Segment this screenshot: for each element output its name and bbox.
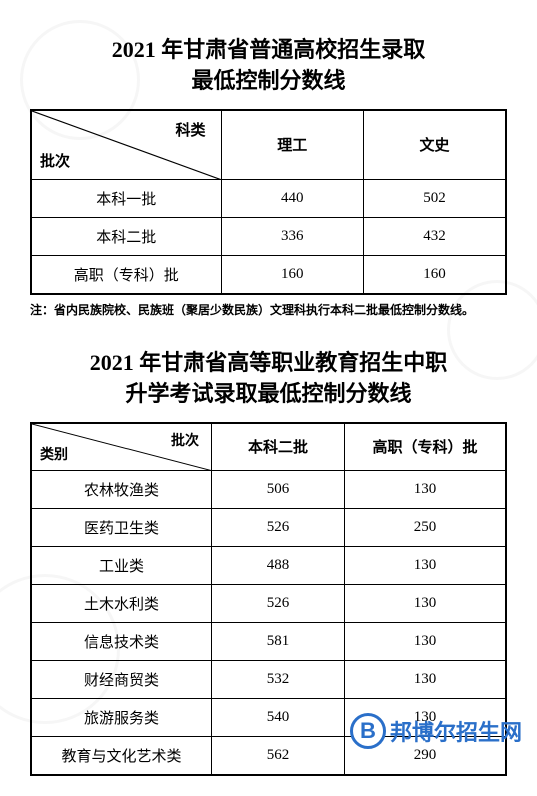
col-header-liberal: 文史 [364,110,507,180]
site-logo: B 邦博尔招生网 [350,713,522,749]
cell-value: 160 [364,256,507,295]
col-header-gaozhi: 高职（专科）批 [345,423,507,471]
cell-value: 581 [212,623,345,661]
note-text: 注：省内民族院校、民族班（聚居少数民族）文理科执行本科二批最低控制分数线。 [30,301,507,318]
col-header-benke: 本科二批 [212,423,345,471]
diag-top-label: 科类 [175,119,205,140]
row-label: 工业类 [31,547,212,585]
row-label: 本科一批 [31,180,221,218]
diag-top-label: 批次 [171,430,199,450]
table-row: 农林牧渔类 506 130 [31,471,506,509]
row-label: 医药卫生类 [31,509,212,547]
row-label: 旅游服务类 [31,699,212,737]
diagonal-header-2: 批次 类别 [31,423,212,471]
cell-value: 540 [212,699,345,737]
table-row: 财经商贸类 532 130 [31,661,506,699]
cell-value: 502 [364,180,507,218]
diag-bottom-label: 类别 [40,444,68,464]
title-2-line-2: 升学考试录取最低控制分数线 [30,379,507,410]
cell-value: 130 [345,623,507,661]
row-label: 教育与文化艺术类 [31,737,212,776]
title-1-line-2: 最低控制分数线 [30,66,507,97]
logo-text: 邦博尔招生网 [390,715,522,747]
diag-bottom-label: 批次 [40,150,70,171]
cell-value: 562 [212,737,345,776]
cell-value: 506 [212,471,345,509]
table-row: 本科二批 336 432 [31,218,506,256]
row-label: 高职（专科）批 [31,256,221,295]
row-label: 本科二批 [31,218,221,256]
cell-value: 250 [345,509,507,547]
logo-letter: B [360,718,376,744]
cell-value: 526 [212,585,345,623]
cell-value: 130 [345,585,507,623]
title-2: 2021 年甘肃省高等职业教育招生中职 升学考试录取最低控制分数线 [30,348,507,410]
table-row: 本科一批 440 502 [31,180,506,218]
cell-value: 130 [345,547,507,585]
row-label: 信息技术类 [31,623,212,661]
title-1: 2021 年甘肃省普通高校招生录取 最低控制分数线 [30,35,507,97]
table-row: 高职（专科）批 160 160 [31,256,506,295]
score-table-1: 科类 批次 理工 文史 本科一批 440 502 本科二批 336 432 高职… [30,109,507,296]
cell-value: 130 [345,661,507,699]
table-row: 工业类 488 130 [31,547,506,585]
table-row: 信息技术类 581 130 [31,623,506,661]
cell-value: 532 [212,661,345,699]
logo-circle-icon: B [350,713,386,749]
cell-value: 526 [212,509,345,547]
cell-value: 130 [345,471,507,509]
diagonal-header-1: 科类 批次 [31,110,221,180]
table-row: 土木水利类 526 130 [31,585,506,623]
cell-value: 336 [221,218,364,256]
row-label: 土木水利类 [31,585,212,623]
row-label: 财经商贸类 [31,661,212,699]
title-1-line-1: 2021 年甘肃省普通高校招生录取 [30,35,507,66]
title-2-line-1: 2021 年甘肃省高等职业教育招生中职 [30,348,507,379]
cell-value: 440 [221,180,364,218]
col-header-science: 理工 [221,110,364,180]
row-label: 农林牧渔类 [31,471,212,509]
table-row: 医药卫生类 526 250 [31,509,506,547]
cell-value: 160 [221,256,364,295]
cell-value: 432 [364,218,507,256]
document-content: 2021 年甘肃省普通高校招生录取 最低控制分数线 科类 批次 理工 文史 本科… [0,0,537,796]
cell-value: 488 [212,547,345,585]
